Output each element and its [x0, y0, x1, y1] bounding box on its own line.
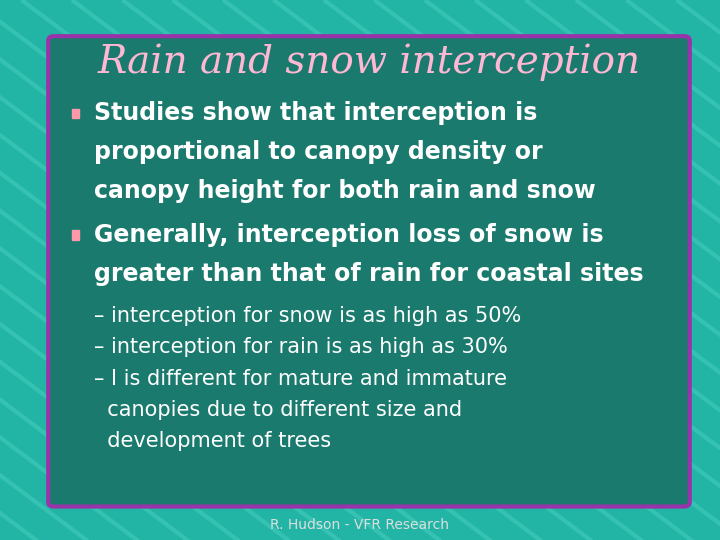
- Text: canopies due to different size and: canopies due to different size and: [94, 400, 462, 420]
- Text: greater than that of rain for coastal sites: greater than that of rain for coastal si…: [94, 262, 643, 286]
- Text: proportional to canopy density or: proportional to canopy density or: [94, 140, 542, 164]
- Text: Generally, interception loss of snow is: Generally, interception loss of snow is: [94, 223, 603, 247]
- Text: R. Hudson - VFR Research: R. Hudson - VFR Research: [271, 518, 449, 532]
- Bar: [72, 109, 79, 118]
- FancyBboxPatch shape: [48, 36, 690, 507]
- Text: Studies show that interception is: Studies show that interception is: [94, 102, 537, 125]
- Text: development of trees: development of trees: [94, 431, 330, 451]
- Text: – I is different for mature and immature: – I is different for mature and immature: [94, 368, 507, 389]
- Text: – interception for rain is as high as 30%: – interception for rain is as high as 30…: [94, 337, 508, 357]
- Text: canopy height for both rain and snow: canopy height for both rain and snow: [94, 179, 595, 203]
- Text: Rain and snow interception: Rain and snow interception: [98, 43, 641, 81]
- Bar: [72, 230, 79, 240]
- Text: – interception for snow is as high as 50%: – interception for snow is as high as 50…: [94, 306, 521, 326]
